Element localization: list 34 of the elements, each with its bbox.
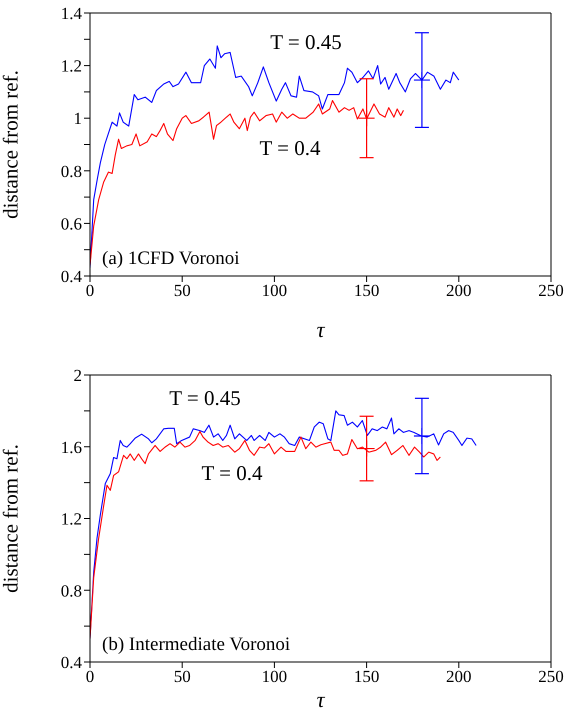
y-tick-label: 2 (74, 366, 82, 386)
y-tick-label: 1.2 (60, 56, 82, 76)
annotation: (b) Intermediate Voronoi (102, 634, 290, 655)
y-tick-label: 0.4 (60, 653, 82, 672)
x-tick-label: 0 (86, 667, 94, 686)
x-tick-label: 100 (262, 667, 288, 686)
x-axis-title: τ (316, 317, 326, 342)
y-tick-label: 1 (74, 109, 82, 128)
x-tick-label: 150 (354, 667, 380, 686)
x-tick-label: 150 (354, 281, 380, 300)
x-tick-label: 50 (174, 281, 191, 300)
y-tick-label: 1.6 (60, 438, 82, 457)
x-tick-label: 0 (86, 281, 94, 300)
series-label: T = 0.45 (270, 30, 342, 54)
y-tick-label: 0.8 (60, 581, 82, 600)
x-tick-label: 250 (538, 281, 564, 300)
series-label: T = 0.4 (201, 460, 264, 485)
series-label: T = 0.4 (259, 136, 322, 160)
x-axis-title: τ (316, 687, 326, 712)
x-tick-label: 100 (262, 281, 288, 300)
y-tick-label: 0.8 (60, 162, 82, 181)
x-tick-label: 250 (538, 667, 564, 686)
line-series (90, 100, 404, 266)
x-tick-label: 200 (446, 667, 472, 686)
y-tick-label: 1.4 (60, 4, 82, 24)
x-tick-label: 200 (446, 281, 472, 300)
annotation: (a) 1CFD Voronoi (102, 248, 240, 269)
y-axis-title: distance from ref. (0, 70, 22, 219)
y-tick-label: 0.6 (60, 214, 82, 234)
y-tick-label: 0.4 (60, 267, 82, 286)
series-label: T = 0.45 (169, 386, 241, 410)
y-axis-title: distance from ref. (0, 444, 22, 593)
y-tick-label: 1.2 (60, 510, 82, 529)
x-tick-label: 50 (174, 667, 191, 686)
